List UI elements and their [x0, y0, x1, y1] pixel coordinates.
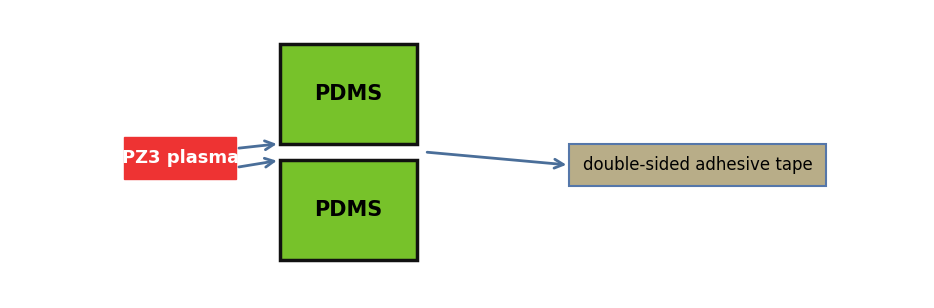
Text: double-sided adhesive tape: double-sided adhesive tape [583, 156, 813, 174]
FancyBboxPatch shape [569, 144, 827, 186]
Text: PDMS: PDMS [314, 84, 383, 104]
Text: PZ3 plasma: PZ3 plasma [121, 149, 239, 167]
FancyBboxPatch shape [279, 44, 417, 144]
FancyBboxPatch shape [279, 160, 417, 260]
Text: PDMS: PDMS [314, 200, 383, 220]
FancyBboxPatch shape [124, 136, 236, 179]
